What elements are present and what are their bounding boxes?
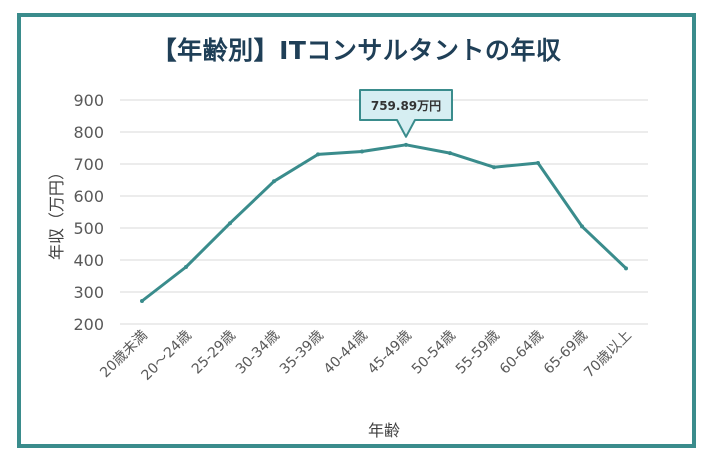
data-callout: 759.89万円	[359, 89, 453, 138]
y-tick-label: 400	[73, 251, 104, 270]
callout-bubble	[359, 89, 453, 138]
x-tick-label: 25-29歳	[189, 328, 239, 378]
x-tick-label: 55-59歳	[453, 328, 503, 378]
y-tick-label: 700	[73, 155, 104, 174]
data-point	[272, 179, 276, 184]
chart-frame: 【年齢別】ITコンサルタントの年収	[17, 13, 696, 448]
y-tick-label: 500	[73, 219, 104, 238]
series-line	[141, 143, 628, 303]
data-point	[184, 265, 188, 270]
y-tick-label: 300	[73, 283, 104, 302]
x-axis-label: 年齢	[368, 421, 400, 440]
data-point	[624, 266, 628, 271]
x-tick-label: 30-34歳	[233, 328, 283, 378]
data-point	[448, 151, 452, 156]
y-tick-label: 800	[73, 123, 104, 142]
x-tick-label: 45-49歳	[365, 328, 415, 378]
data-point	[140, 298, 144, 303]
y-tick-label: 600	[73, 187, 104, 206]
data-point	[360, 149, 364, 154]
y-axis-ticks: 200 300 400 500 600 700 800 900	[73, 91, 104, 334]
data-point	[580, 224, 584, 229]
data-points	[140, 142, 628, 303]
gridlines	[120, 99, 648, 325]
y-axis-label: 年収（万円）	[47, 164, 66, 260]
data-point	[228, 221, 232, 226]
data-point	[404, 142, 408, 147]
y-tick-label: 200	[73, 315, 104, 334]
data-point	[316, 152, 320, 157]
data-point	[536, 161, 540, 166]
data-point	[492, 165, 496, 170]
x-axis-ticks: 20歳未満20～24歳25-29歳30-34歳35-39歳40-44歳45-49…	[97, 328, 635, 384]
chart-title: 【年齢別】ITコンサルタントの年収	[151, 36, 562, 65]
x-tick-label: 70歳以上	[581, 328, 635, 382]
x-tick-label: 60-64歳	[497, 328, 547, 378]
x-tick-label: 40-44歳	[321, 328, 371, 378]
x-tick-label: 35-39歳	[277, 328, 327, 378]
y-tick-label: 900	[73, 91, 104, 110]
callout-label: 759.89万円	[371, 99, 441, 113]
x-tick-label: 50-54歳	[409, 328, 459, 378]
